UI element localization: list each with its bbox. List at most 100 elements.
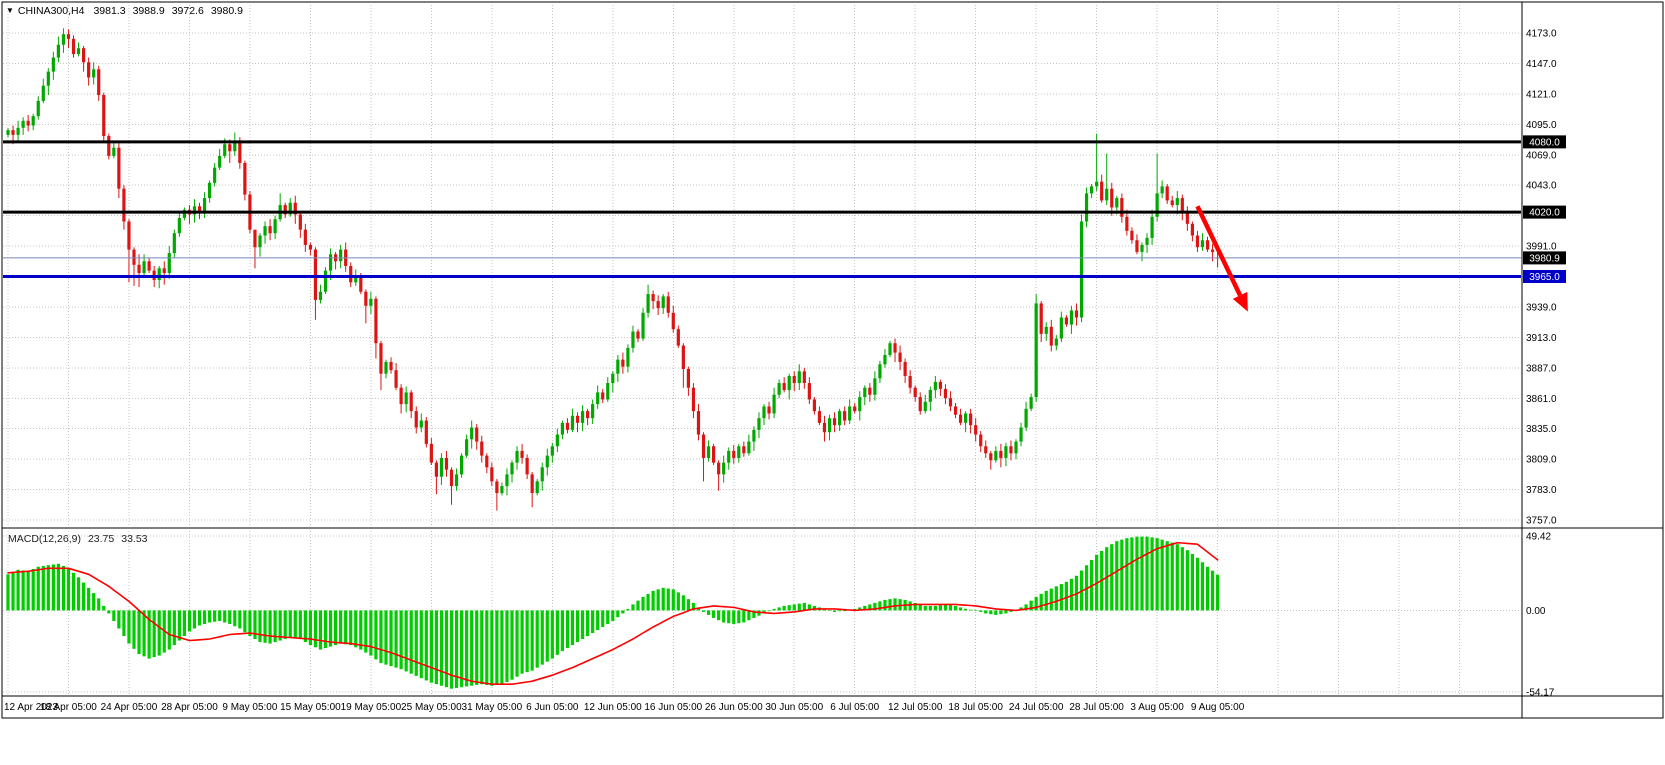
candle-body [671, 312, 675, 330]
macd-histogram-bar [334, 610, 338, 646]
candle-body [122, 188, 126, 222]
price-axis-label: 3757.0 [1526, 516, 1557, 527]
macd-histogram-bar [1200, 562, 1205, 611]
macd-histogram-bar [596, 610, 600, 631]
trend-arrow-head[interactable] [1232, 291, 1248, 312]
candle-body [994, 450, 998, 461]
candle-body [1170, 200, 1174, 206]
macd-histogram-bar [243, 610, 247, 633]
candle-body [782, 383, 786, 391]
symbol-menu-icon[interactable]: ▼ [6, 6, 14, 15]
macd-histogram-bar [137, 610, 141, 655]
candle-body [495, 481, 499, 494]
candle-body [777, 383, 781, 395]
candle-body [570, 415, 575, 430]
candle-body [71, 38, 76, 55]
macd-histogram-bar [787, 605, 791, 611]
trend-arrow[interactable] [1195, 205, 1243, 297]
macd-histogram-bar [953, 605, 958, 611]
macd-histogram-bar [429, 610, 433, 683]
candle-body [1110, 188, 1114, 208]
macd-histogram-bar [87, 587, 91, 611]
time-axis-label: 3 Aug 05:00 [1130, 702, 1184, 713]
macd-histogram-bar [807, 604, 811, 611]
candle-body [631, 331, 635, 348]
macd-histogram-bar [782, 605, 786, 611]
candle-body [822, 422, 827, 433]
macd-histogram-bar [686, 599, 690, 611]
macd-histogram-bar [878, 601, 882, 611]
candle-body [460, 455, 464, 475]
price-axis-label: 3887.0 [1526, 363, 1557, 374]
candle-body [117, 147, 121, 189]
candle-body [1090, 186, 1094, 194]
price-axis-label: 4095.0 [1526, 120, 1557, 131]
time-axis-label: 16 Jun 05:00 [644, 702, 702, 713]
candle-body [848, 406, 852, 421]
candle-body [953, 406, 958, 415]
candle-body [681, 345, 685, 369]
candle-body [873, 378, 877, 395]
macd-histogram-bar [213, 610, 217, 622]
candle-body [258, 235, 262, 248]
macd-histogram-bar [933, 605, 937, 611]
macd-histogram-bar [228, 610, 232, 624]
candle-body [1105, 188, 1109, 201]
candle-body [218, 155, 222, 168]
candle-body [162, 268, 166, 273]
main-chart-pane[interactable] [3, 5, 1521, 527]
price-axis-label: 4121.0 [1526, 89, 1557, 100]
macd-histogram-bar [218, 610, 222, 621]
price-axis-label: 3783.0 [1526, 485, 1557, 496]
candle-body [1014, 441, 1018, 454]
macd-histogram-bar [1150, 537, 1154, 611]
candle-body [893, 343, 897, 353]
candle-body [11, 130, 15, 135]
level-price-label [1523, 205, 1566, 219]
macd-histogram-bar [515, 610, 519, 677]
time-axis-label: 30 Jun 05:00 [765, 702, 823, 713]
candle-body [424, 420, 428, 444]
candle-body [596, 392, 600, 405]
candle-body [444, 457, 449, 470]
candle-body [1165, 186, 1169, 201]
candle-body [696, 411, 701, 435]
macd-histogram-bar [318, 610, 323, 650]
macd-histogram-bar [16, 569, 20, 611]
candle-body [555, 434, 559, 447]
macd-histogram-bar [575, 610, 580, 643]
macd-histogram-bar [1175, 544, 1179, 611]
macd-histogram-bar [989, 610, 993, 615]
candle-body [1054, 338, 1058, 346]
candle-body [243, 162, 247, 195]
macd-histogram-bar [434, 610, 438, 685]
macd-histogram-bar [1120, 539, 1124, 611]
macd-histogram-bar [298, 610, 302, 640]
macd-histogram-bar [46, 565, 50, 611]
candle-body [51, 57, 55, 72]
macd-histogram-bar [943, 604, 948, 611]
macd-histogram-bar [1009, 610, 1013, 612]
candle-body [989, 453, 993, 461]
macd-histogram-bar [288, 610, 292, 638]
macd-histogram-bar [1216, 574, 1220, 611]
macd-histogram-bar [460, 610, 464, 688]
candle-body [364, 291, 368, 306]
candle-body [439, 457, 444, 477]
macd-histogram-bar [752, 610, 756, 618]
candle-body [898, 352, 902, 362]
macd-histogram-bar [948, 605, 953, 611]
macd-histogram-bar [545, 610, 549, 662]
candle-body [454, 474, 459, 487]
macd-histogram-bar [510, 610, 514, 680]
macd-histogram-bar [1024, 604, 1028, 611]
macd-histogram-bar [565, 610, 570, 649]
macd-histogram-bar [656, 589, 660, 611]
candle-body [1190, 223, 1194, 236]
price-axis-label: 4147.0 [1526, 59, 1557, 70]
candle-body [868, 387, 872, 395]
macd-histogram-bar [530, 610, 534, 671]
bid-price-label-text: 3980.9 [1529, 253, 1560, 264]
macd-pane[interactable] [3, 531, 1521, 695]
